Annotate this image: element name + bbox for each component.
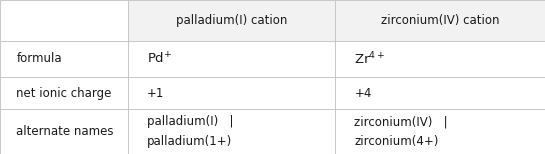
Bar — [0, 77, 128, 109]
Bar — [128, 109, 335, 154]
Bar — [0, 41, 128, 77]
Bar — [128, 0, 335, 41]
Text: palladium(1+): palladium(1+) — [147, 135, 232, 148]
Text: $\mathrm{Zr}^{4+}$: $\mathrm{Zr}^{4+}$ — [354, 51, 385, 67]
Bar — [335, 41, 545, 77]
Bar — [335, 109, 545, 154]
Text: zirconium(4+): zirconium(4+) — [354, 135, 439, 148]
Text: alternate names: alternate names — [16, 125, 114, 138]
Text: formula: formula — [16, 52, 62, 65]
Text: $\mathrm{Pd}^{+}$: $\mathrm{Pd}^{+}$ — [147, 51, 172, 67]
Text: +1: +1 — [147, 87, 165, 100]
Bar — [128, 77, 335, 109]
Text: zirconium(IV)   |: zirconium(IV) | — [354, 115, 448, 128]
Bar — [0, 109, 128, 154]
Bar — [335, 77, 545, 109]
Text: zirconium(IV) cation: zirconium(IV) cation — [381, 14, 499, 27]
Text: palladium(I) cation: palladium(I) cation — [176, 14, 287, 27]
Bar — [0, 0, 128, 41]
Text: net ionic charge: net ionic charge — [16, 87, 112, 100]
Text: +4: +4 — [354, 87, 372, 100]
Text: palladium(I)   |: palladium(I) | — [147, 115, 234, 128]
Bar — [335, 0, 545, 41]
Bar — [128, 41, 335, 77]
